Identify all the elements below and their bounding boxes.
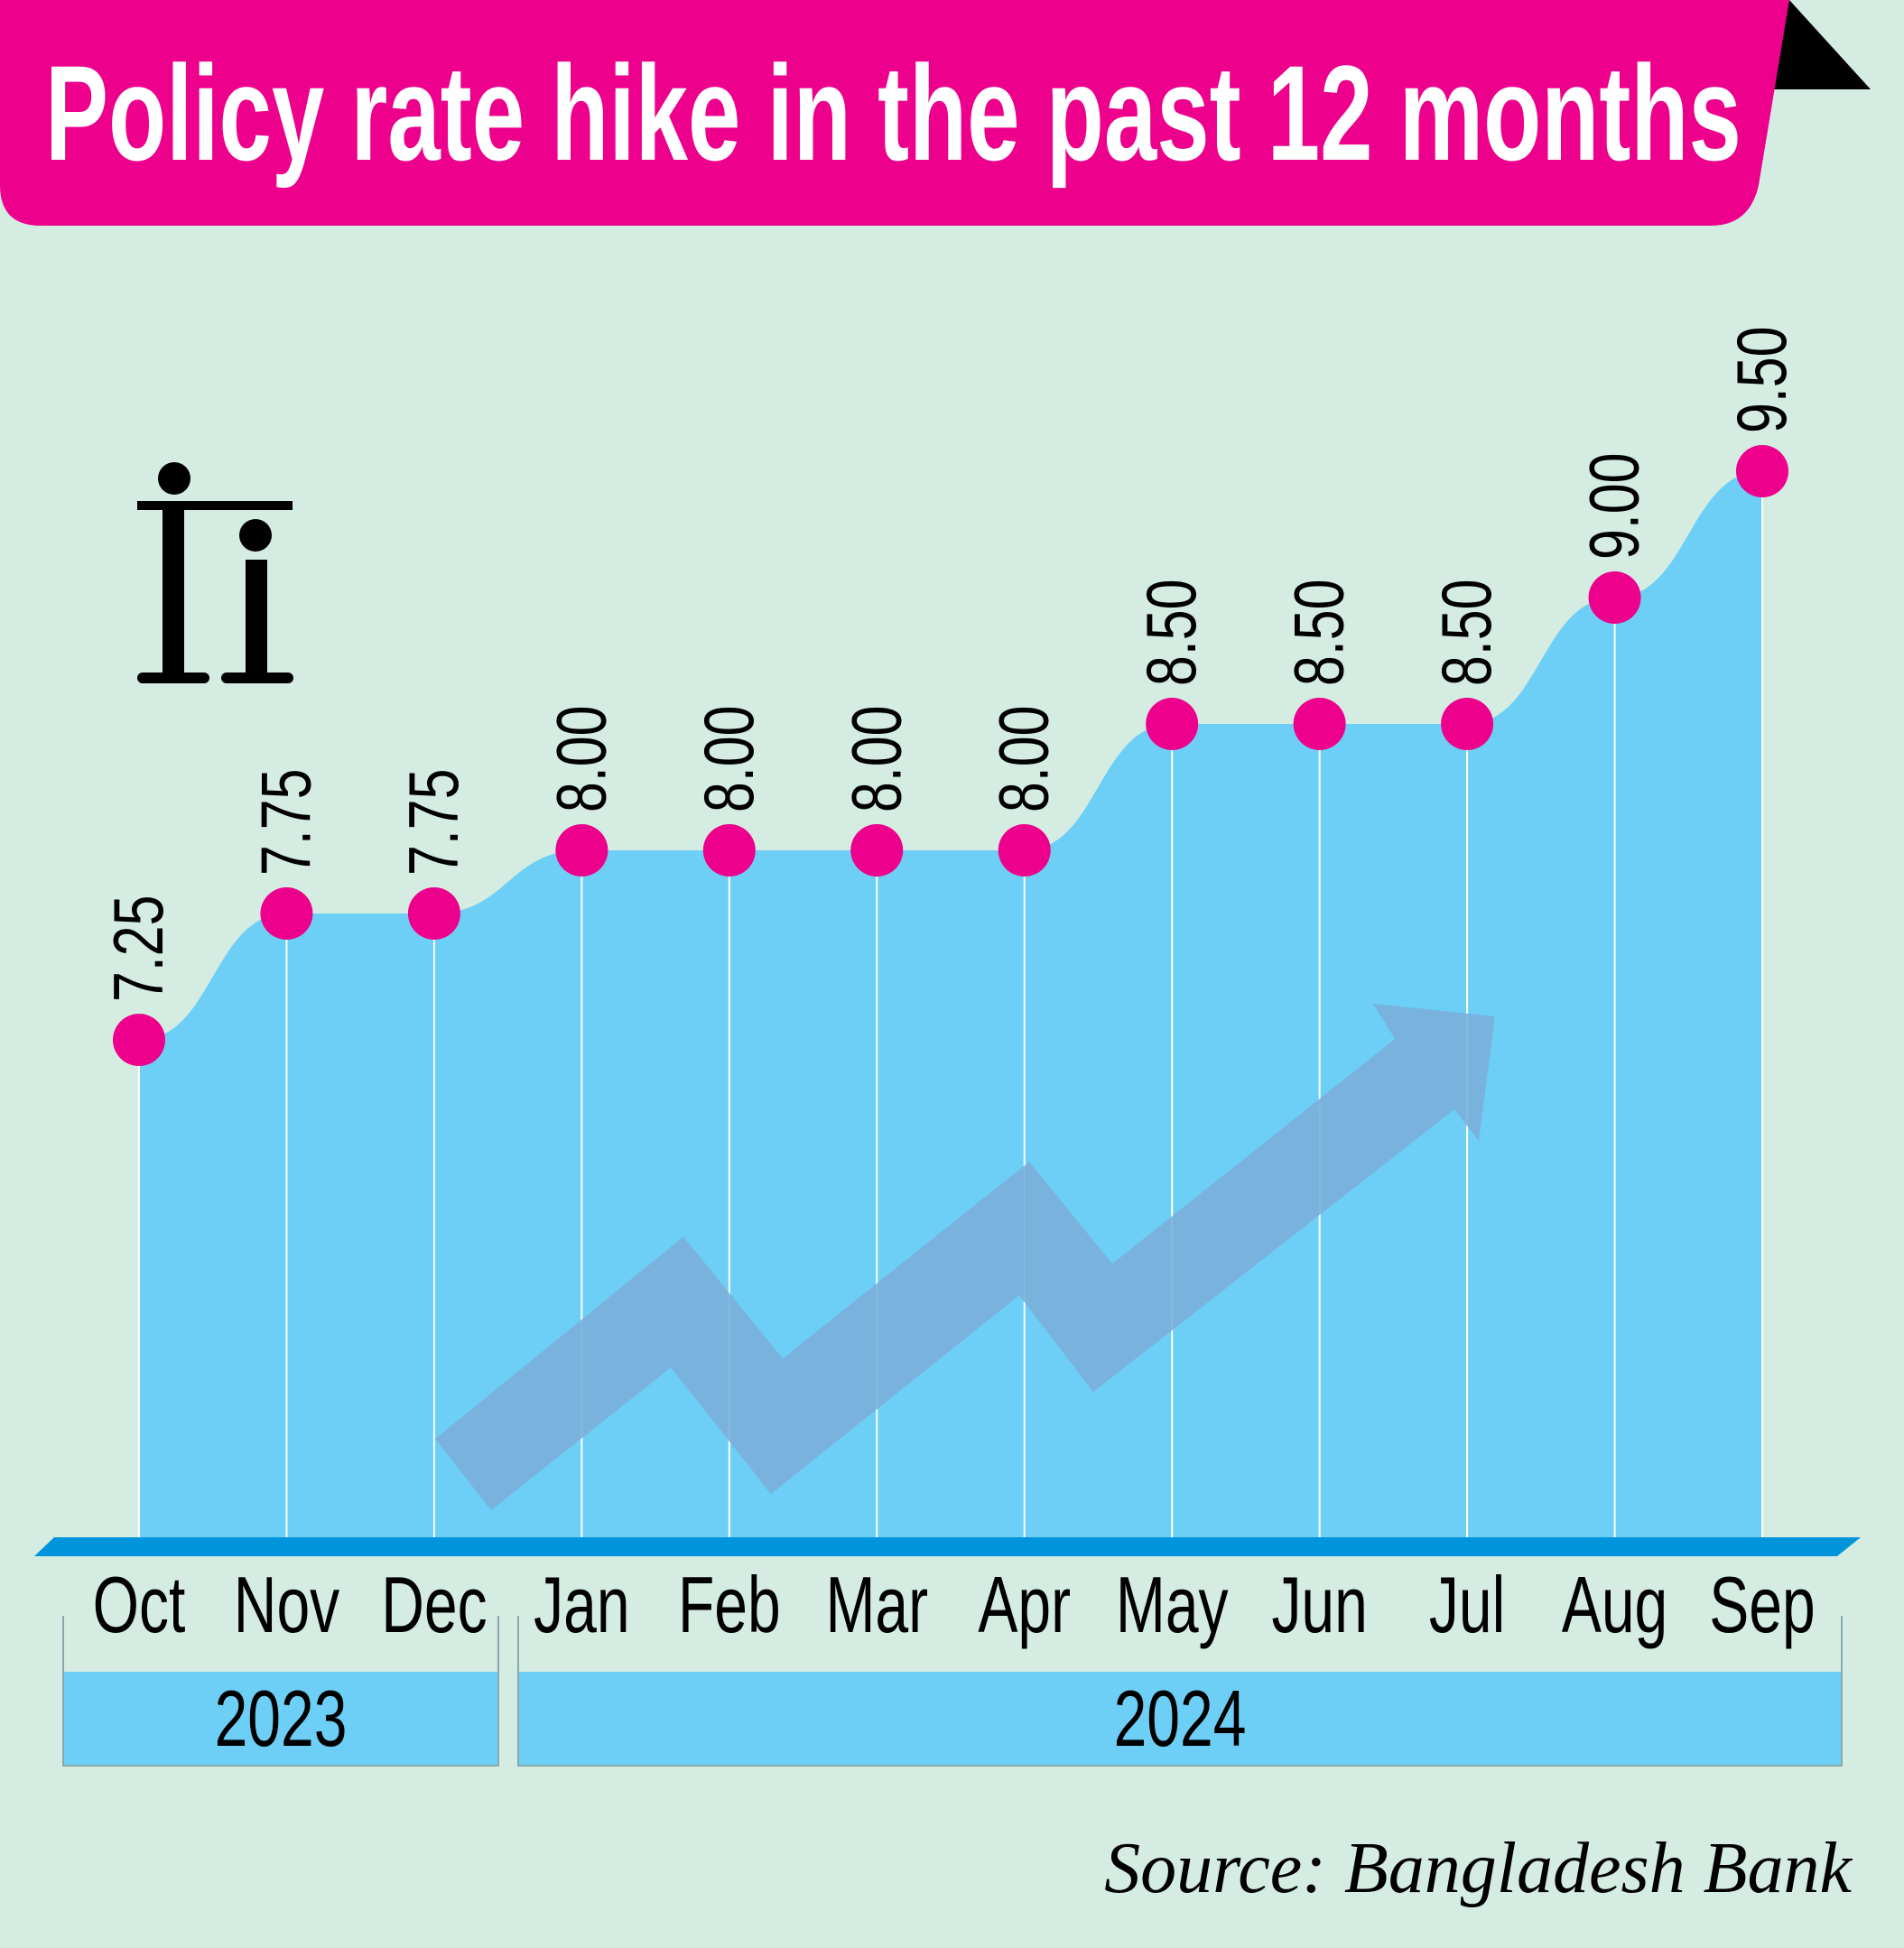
data-point-sep xyxy=(1736,445,1788,497)
year-label: 2024 xyxy=(1113,1674,1247,1763)
data-label: 7.75 xyxy=(395,769,473,876)
x-tick-label: Aug xyxy=(1562,1562,1667,1649)
data-point-oct xyxy=(113,1014,165,1066)
data-point-feb xyxy=(702,824,756,877)
data-label: 8.00 xyxy=(984,706,1063,812)
x-tick-label: Oct xyxy=(93,1562,186,1649)
x-tick-label: Jul xyxy=(1429,1562,1505,1649)
year-group-2023: 2023 xyxy=(62,1616,499,1767)
year-label: 2023 xyxy=(214,1674,348,1763)
title-banner-shape xyxy=(0,0,1789,226)
data-label: 7.25 xyxy=(99,895,178,1002)
x-tick-label: Dec xyxy=(381,1562,487,1649)
year-group-2024: 2024 xyxy=(517,1616,1843,1767)
data-label: 8.00 xyxy=(837,706,915,812)
x-tick-label: May xyxy=(1116,1562,1229,1649)
data-point-nov xyxy=(260,887,313,940)
data-label: 8.00 xyxy=(690,706,768,812)
x-tick-label: Feb xyxy=(678,1562,781,1649)
source-note: Source: Bangladesh Bank xyxy=(1104,1829,1852,1908)
x-tick-label: Jun xyxy=(1271,1562,1367,1649)
data-label: 8.50 xyxy=(1132,580,1211,686)
data-label: 8.50 xyxy=(1279,580,1358,686)
data-point-apr xyxy=(998,824,1051,877)
trend-arrow-icon xyxy=(435,1004,1495,1510)
data-point-aug xyxy=(1588,571,1641,624)
data-point-jul xyxy=(1441,698,1494,750)
x-tick-label: Mar xyxy=(825,1562,928,1649)
chart-title: Policy rate hike in the past 12 months xyxy=(45,37,1741,189)
data-point-dec xyxy=(407,887,460,940)
corner-fold xyxy=(1769,0,1871,89)
data-point-mar xyxy=(850,824,904,877)
x-tick-label: Sep xyxy=(1709,1562,1815,1649)
data-point-may xyxy=(1146,698,1199,750)
logo-icon xyxy=(137,462,293,683)
data-label: 9.00 xyxy=(1574,453,1653,560)
data-point-jan xyxy=(555,824,608,877)
title-banner xyxy=(0,0,1871,226)
x-tick-label: Apr xyxy=(978,1562,1071,1649)
area-series xyxy=(139,471,1762,1537)
data-label: 7.75 xyxy=(246,769,325,876)
baseline-bar xyxy=(34,1537,1861,1556)
data-label: 9.50 xyxy=(1723,327,1801,433)
data-label: 8.50 xyxy=(1427,580,1506,686)
data-label: 8.00 xyxy=(542,706,620,812)
x-tick-label: Nov xyxy=(234,1562,339,1649)
x-tick-label: Jan xyxy=(534,1562,629,1649)
data-point-jun xyxy=(1293,698,1346,750)
